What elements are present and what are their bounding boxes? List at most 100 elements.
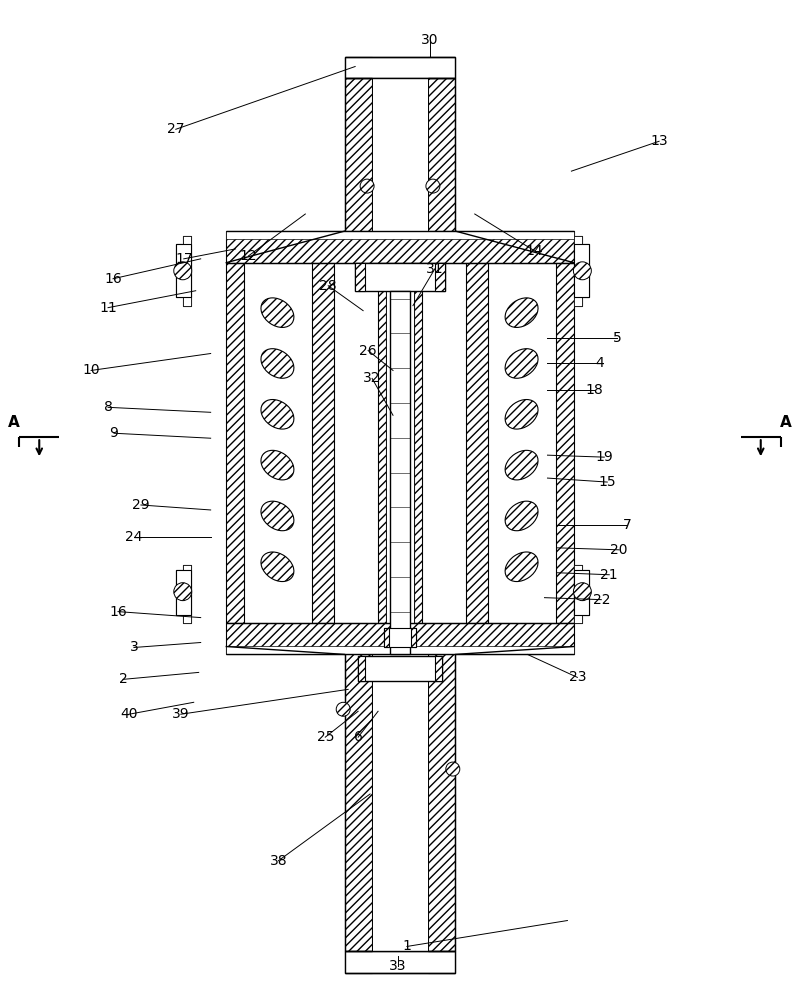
Ellipse shape [261,298,294,327]
Bar [378,263,386,623]
Bar [345,57,372,231]
Bar [428,57,455,231]
Text: 15: 15 [598,475,616,489]
Text: A: A [780,415,792,430]
Text: 17: 17 [175,252,193,266]
Bar [312,263,334,623]
Bar [574,565,582,623]
Bar [414,263,422,623]
Ellipse shape [505,298,538,327]
Text: 24: 24 [125,530,143,544]
Text: 26: 26 [360,344,377,358]
Bar [411,628,416,647]
Bar [435,656,442,681]
Text: 33: 33 [389,959,407,973]
Ellipse shape [505,501,538,531]
Text: 30: 30 [421,33,439,47]
Bar [355,263,445,291]
Text: 19: 19 [595,450,613,464]
Text: 40: 40 [120,707,137,721]
Bar [574,244,590,297]
Text: 13: 13 [650,134,668,148]
Text: 7: 7 [623,518,631,532]
Bar [372,654,428,951]
Circle shape [574,262,591,280]
Circle shape [426,179,440,193]
Text: 25: 25 [316,730,334,744]
Text: 16: 16 [109,605,127,619]
Bar [384,628,416,647]
Bar [390,291,410,654]
Text: 10: 10 [82,363,100,377]
Text: 12: 12 [240,249,257,263]
Circle shape [446,762,459,776]
Bar [466,263,487,623]
Text: 21: 21 [601,568,618,582]
Bar [176,244,191,297]
Text: 32: 32 [364,371,381,385]
Text: 9: 9 [109,426,118,440]
Bar [435,263,445,291]
Text: 38: 38 [269,854,287,868]
Bar [487,263,556,623]
Bar [176,244,181,297]
Text: A: A [7,415,19,430]
Text: 5: 5 [613,331,622,345]
Ellipse shape [505,450,538,480]
Bar [183,236,191,306]
Text: 27: 27 [167,122,185,136]
Ellipse shape [261,501,294,531]
Bar [574,570,590,615]
Bar [428,654,455,973]
Text: 29: 29 [132,498,149,512]
Text: 8: 8 [104,400,113,414]
Bar [345,57,455,78]
Bar [244,263,312,623]
Text: 39: 39 [172,707,189,721]
Bar [225,231,574,239]
Circle shape [360,179,374,193]
Bar [574,236,582,306]
Text: 20: 20 [610,543,628,557]
Text: 2: 2 [118,672,127,686]
Text: 18: 18 [586,383,603,397]
Text: 11: 11 [99,301,117,315]
Bar [386,263,414,623]
Ellipse shape [261,400,294,429]
Bar [574,565,582,623]
Text: 1: 1 [403,939,411,953]
Bar [355,263,365,291]
Bar [183,236,191,306]
Bar [574,236,582,306]
Circle shape [574,583,591,601]
Ellipse shape [261,450,294,480]
Ellipse shape [505,552,538,582]
Bar [225,623,574,654]
Bar [345,951,455,973]
Bar [334,263,378,623]
Bar [422,263,466,623]
Bar [556,263,574,623]
Circle shape [174,583,192,601]
Bar [225,263,244,623]
Circle shape [336,702,350,716]
Text: 23: 23 [569,670,586,684]
Bar [372,78,428,231]
Text: 16: 16 [104,272,122,286]
Circle shape [174,262,192,280]
Bar [583,244,590,297]
Bar [183,565,191,623]
Bar [358,656,365,681]
Text: 31: 31 [426,262,443,276]
Bar [176,570,191,615]
Text: 6: 6 [354,730,363,744]
Text: 28: 28 [320,279,337,293]
Ellipse shape [505,349,538,378]
Text: 4: 4 [595,356,604,370]
Bar [384,628,389,647]
Bar [176,570,181,615]
Text: 14: 14 [526,244,543,258]
Ellipse shape [261,552,294,582]
Text: 3: 3 [129,640,138,654]
Bar [345,654,372,973]
